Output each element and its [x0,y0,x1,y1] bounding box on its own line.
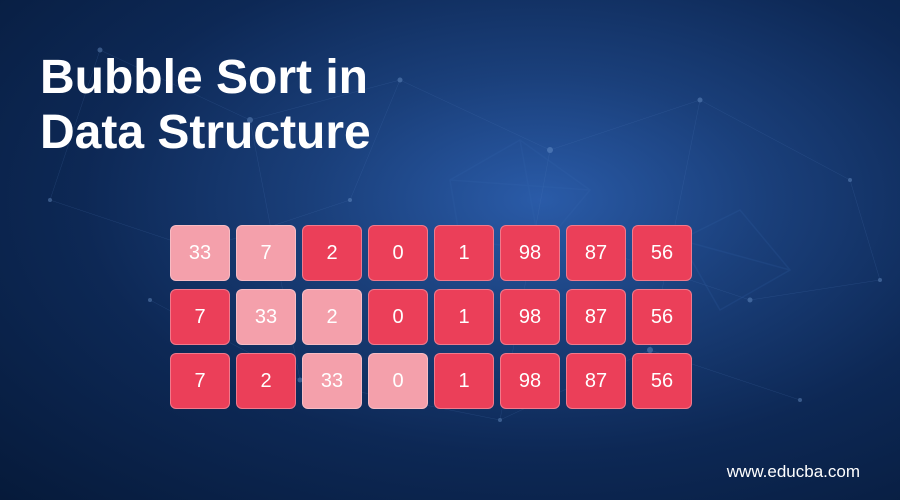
grid-row: 723301988756 [170,353,692,409]
grid-cell: 7 [170,289,230,345]
grid-cell: 7 [170,353,230,409]
grid-cell: 0 [368,225,428,281]
grid-cell: 33 [170,225,230,281]
grid-cell: 2 [302,225,362,281]
grid-row: 733201988756 [170,289,692,345]
title-line-1: Bubble Sort in [40,50,371,105]
grid-cell: 87 [566,225,626,281]
grid-cell: 98 [500,225,560,281]
grid-cell: 2 [236,353,296,409]
grid-cell: 98 [500,289,560,345]
grid-cell: 56 [632,289,692,345]
grid-cell: 1 [434,289,494,345]
grid-cell: 33 [302,353,362,409]
grid-cell: 56 [632,225,692,281]
grid-cell: 98 [500,353,560,409]
grid-cell: 87 [566,353,626,409]
credit-text: www.educba.com [727,462,860,482]
grid-cell: 0 [368,289,428,345]
grid-cell: 7 [236,225,296,281]
grid-cell: 87 [566,289,626,345]
grid-cell: 1 [434,225,494,281]
sort-grid: 337201988756733201988756723301988756 [170,225,692,409]
grid-row: 337201988756 [170,225,692,281]
grid-cell: 1 [434,353,494,409]
title-line-2: Data Structure [40,105,371,160]
grid-cell: 56 [632,353,692,409]
page-title: Bubble Sort in Data Structure [40,50,371,160]
grid-cell: 33 [236,289,296,345]
grid-cell: 2 [302,289,362,345]
grid-cell: 0 [368,353,428,409]
